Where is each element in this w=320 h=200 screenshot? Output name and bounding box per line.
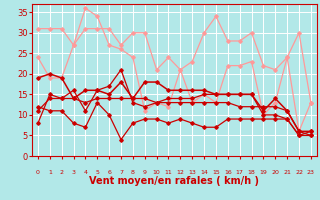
X-axis label: Vent moyen/en rafales ( km/h ): Vent moyen/en rafales ( km/h ) (89, 176, 260, 186)
